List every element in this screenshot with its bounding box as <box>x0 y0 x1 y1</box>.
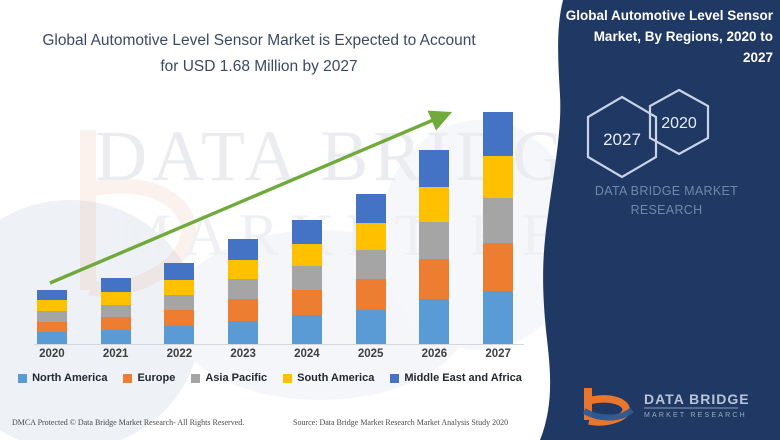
page-title-line1: Global Automotive Level Sensor Market is… <box>42 32 476 49</box>
page-title-line2: for USD 1.68 Million by 2027 <box>160 57 358 75</box>
x-axis-label: 2023 <box>230 348 256 360</box>
chart-legend: North America Europe Asia Pacific South Ame… <box>0 372 540 384</box>
bar-segment[interactable] <box>483 198 514 243</box>
brand-name-line2: RESEARCH <box>630 202 703 217</box>
hexagon-2027-shape <box>586 95 658 179</box>
bar-segment[interactable] <box>355 309 386 344</box>
bar-segment[interactable] <box>164 309 195 326</box>
x-axis-label: 2026 <box>421 348 448 360</box>
x-axis-line <box>34 344 524 345</box>
bar-segment[interactable] <box>483 290 514 345</box>
bar-segment[interactable] <box>36 311 67 322</box>
legend-item[interactable]: Asia Pacific <box>191 372 267 384</box>
stacked-bar[interactable] <box>36 289 67 344</box>
bar-segment[interactable] <box>483 112 514 156</box>
bar-segment[interactable] <box>100 330 131 344</box>
bar-segment[interactable] <box>36 332 67 344</box>
hexagon-group-icon: 2027 2020 <box>586 88 710 179</box>
legend-item[interactable]: Middle East and Africa <box>390 372 522 384</box>
logo-secondary-text: MARKET RESEARCH <box>644 412 747 419</box>
legend-item[interactable]: South America <box>283 372 374 384</box>
bar-segment[interactable] <box>483 242 514 291</box>
legend-swatch <box>191 373 201 383</box>
bar-segment[interactable] <box>291 289 322 316</box>
legend-swatch <box>283 373 293 383</box>
hexagon-2020-label: 2020 <box>661 115 697 132</box>
bar-segment[interactable] <box>483 155 514 199</box>
brand-name: DATA BRIDGE MARKET RESEARCH <box>560 182 773 220</box>
hexagon-2027-label: 2027 <box>603 130 641 149</box>
logo-mark-swoosh <box>582 407 634 421</box>
brand-name-line1: DATA BRIDGE MARKET <box>594 184 739 198</box>
bar-slot <box>466 100 530 345</box>
legend-item[interactable]: Europe <box>123 372 175 384</box>
panel-title-line3: 2027 <box>742 49 773 65</box>
bar-segment[interactable] <box>291 315 322 344</box>
bar-segment[interactable] <box>36 300 67 312</box>
logo-primary-text: DATA BRIDGE <box>644 391 750 407</box>
bar-slot <box>20 100 84 344</box>
x-axis-label: 2020 <box>39 348 65 360</box>
footer: DMCA Protected © Data Bridge Market Rese… <box>0 412 540 440</box>
chart-pane: DATA BRIDGE MARKET RESEARCH Global Autom… <box>0 28 570 440</box>
bar-segment[interactable] <box>36 289 67 301</box>
bar-segment[interactable] <box>100 291 131 305</box>
year-hexagons: 2027 2020 <box>572 85 772 195</box>
legend-label: Middle East and Africa <box>404 372 522 384</box>
legend-swatch <box>123 373 133 383</box>
page-title: Global Automotive Level Sensor Market is… <box>24 28 494 79</box>
brand-panel-content: Global Automotive Level Sensor Market, B… <box>560 0 780 440</box>
bar-segment[interactable] <box>36 321 67 333</box>
footer-copyright: DMCA Protected © Data Bridge Market Rese… <box>12 418 245 427</box>
stacked-bar[interactable] <box>483 112 514 345</box>
x-axis-label: 2021 <box>102 348 129 360</box>
bar-segment[interactable] <box>228 320 259 344</box>
x-axis-label: 2024 <box>294 348 320 360</box>
company-logo: DATA BRIDGE MARKET RESEARCH <box>582 388 750 426</box>
bar-segment[interactable] <box>228 299 259 321</box>
x-axis-labels: 2020 2021 2022 2023 2024 2025 2026 2027 <box>20 348 530 368</box>
panel-title-line2: Market, By Regions, 2020 to <box>593 28 773 44</box>
legend-swatch <box>18 373 28 383</box>
bar-segment[interactable] <box>100 317 131 331</box>
bar-segment[interactable] <box>164 295 195 310</box>
x-axis-label: 2025 <box>357 348 384 360</box>
legend-label: South America <box>297 372 375 384</box>
panel-title: Global Automotive Level Sensor Market, B… <box>555 6 780 69</box>
legend-label: North America <box>32 372 108 384</box>
bar-slot <box>84 100 148 344</box>
panel-title-line1: Global Automotive Level Sensor <box>565 8 773 23</box>
hexagon-2020-shape <box>648 88 710 156</box>
legend-swatch <box>390 373 400 383</box>
legend-item[interactable]: North America <box>18 372 107 384</box>
legend-label: Europe <box>137 372 176 384</box>
bar-segment[interactable] <box>419 299 450 345</box>
bar-segment[interactable] <box>100 304 131 318</box>
stacked-bar[interactable] <box>100 278 131 344</box>
bar-segment[interactable] <box>164 325 195 344</box>
x-axis-label: 2022 <box>166 348 193 360</box>
legend-label: Asia Pacific <box>205 372 268 384</box>
footer-source: Source: Data Bridge Market Research Mark… <box>293 418 509 427</box>
x-axis-label: 2027 <box>485 348 511 360</box>
